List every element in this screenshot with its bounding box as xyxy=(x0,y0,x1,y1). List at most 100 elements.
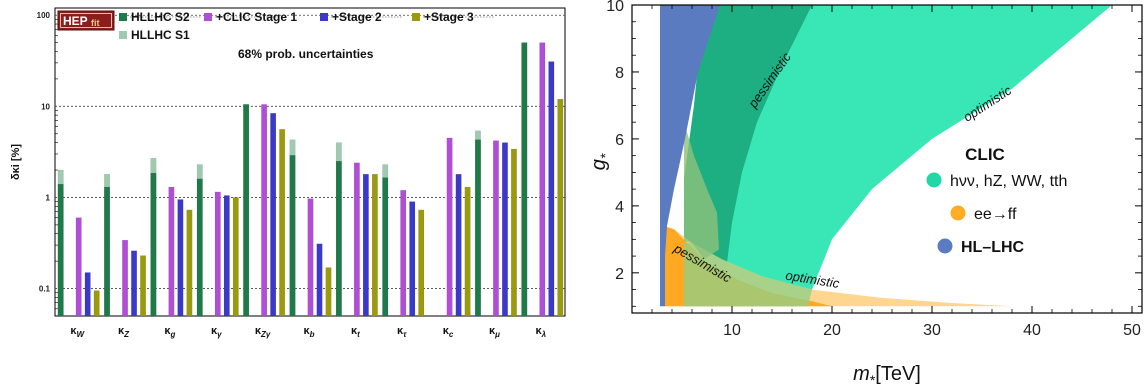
bar-hllhc-s2 xyxy=(382,177,389,317)
bar-legend: HLLHC S2 +CLIC Stage 1 +Stage 2 +Stage 3 HLL… xyxy=(119,10,494,42)
legend-label: HLLHC S1 xyxy=(131,28,190,42)
bar-stage-2 xyxy=(131,250,137,317)
bar-category-label: κb xyxy=(303,325,314,339)
legend-swatch xyxy=(119,31,127,39)
legend-label: +CLIC Stage 1 xyxy=(216,10,297,24)
bar-hllhc-s2 xyxy=(335,160,342,317)
region-legend-dot xyxy=(926,172,942,188)
bar-clic-stage-1 xyxy=(122,239,128,317)
bar-y-tick-label: 1 xyxy=(46,193,51,202)
legend-swatch xyxy=(320,13,328,21)
bar-y-tick-label: 100 xyxy=(37,11,51,20)
region-x-tick-label: 10 xyxy=(723,322,741,339)
bar-stage-2 xyxy=(502,142,508,317)
bar-category-label: κZγ xyxy=(255,325,271,339)
bar-stage-3 xyxy=(464,186,471,317)
bar-y-tick-label: 0.1 xyxy=(39,285,51,294)
bar-category-label: κγ xyxy=(211,325,222,339)
bar-y-tick-label: 10 xyxy=(41,102,50,111)
legend-swatch xyxy=(204,13,212,21)
bar-x-ticks: κW κZ κg κγ κZγ κb κt κτ κc κμ κλ xyxy=(70,325,546,339)
legend-swatch xyxy=(412,13,420,21)
logo-subtext: fit xyxy=(91,18,100,28)
bar-hllhc-s2 xyxy=(150,172,157,317)
legend-label: +Stage 3 xyxy=(424,10,474,24)
bar-stage-3 xyxy=(140,255,146,317)
bar-stage-3 xyxy=(325,267,332,317)
bar-clic-stage-1 xyxy=(214,191,221,317)
annotation-uncertainties: 68% prob. uncertainties xyxy=(238,47,374,61)
hepfit-logo: HEP fit xyxy=(57,10,115,31)
bar-category-label: κλ xyxy=(536,325,547,339)
legend-swatch xyxy=(119,13,127,21)
bar-clic-stage-1 xyxy=(168,186,175,317)
bar-stage-3 xyxy=(418,209,425,317)
region-legend-title: CLIC xyxy=(965,145,1005,164)
bar-stage-2 xyxy=(270,113,277,317)
bar-hllhc-s2 xyxy=(196,178,203,317)
region-areas xyxy=(660,5,1112,307)
region-legend-label: HL–LHC xyxy=(961,239,1025,256)
region-x-tick-label: 20 xyxy=(823,322,841,339)
bar-category-label: κZ xyxy=(118,325,130,339)
logo-box xyxy=(57,10,115,31)
bar-stage-2 xyxy=(409,201,416,317)
bar-clic-stage-1 xyxy=(493,140,499,317)
bar-clic-stage-1 xyxy=(446,137,453,317)
region-legend-label: ee→ff xyxy=(974,206,1017,223)
region-y-axis-label: g* xyxy=(588,153,613,170)
region-hl-lhc xyxy=(660,5,720,307)
bar-hllhc-s2 xyxy=(104,186,110,317)
bar-stage-2 xyxy=(223,195,230,317)
bar-stage-3 xyxy=(511,148,517,317)
bar-hllhc-s2 xyxy=(521,42,528,317)
region-legend: CLIC hνν, hZ, WW, tth ee→ff HL–LHC xyxy=(926,145,1067,256)
region-plot-frame xyxy=(631,4,1143,314)
bar-y-axis-label: δκi [%] xyxy=(10,144,22,180)
region-x-ticks: 10 20 30 40 50 xyxy=(651,5,1141,339)
bar-clic-stage-1 xyxy=(75,217,82,317)
region-y-tick-label: 4 xyxy=(615,199,624,216)
bar-hllhc-s2 xyxy=(243,104,250,317)
bar-category-label: κt xyxy=(351,325,360,339)
region-legend-label: hνν, hZ, WW, tth xyxy=(950,173,1067,190)
bar-stage-2 xyxy=(362,173,369,317)
region-overlap-clic-ee xyxy=(684,242,812,307)
region-x-tick-label: 30 xyxy=(923,322,941,339)
bar-series xyxy=(57,42,564,317)
region-y-ticks: 2 4 6 8 10 xyxy=(606,0,1142,307)
bar-category-label: κc xyxy=(443,325,454,339)
y-axis-label-text: g* xyxy=(588,153,613,170)
bar-hllhc-s2 xyxy=(57,183,64,317)
region-clic-optimistic xyxy=(684,5,1112,307)
legend-label: HLLHC S2 xyxy=(131,10,190,24)
region-legend-dot xyxy=(950,205,966,221)
region-x-tick-label: 50 xyxy=(1123,322,1141,339)
bar-chart-panel: 0.1 1 10 100 κW κZ κg κγ κZγ κb κt κτ κc κμ κλ HEP fi… xyxy=(10,7,566,339)
region-y-tick-label: 6 xyxy=(615,132,624,149)
bar-category-label: κW xyxy=(70,325,85,339)
bar-clic-stage-1 xyxy=(307,198,314,317)
logo-inner-border xyxy=(60,13,112,28)
bar-clic-stage-1 xyxy=(400,190,407,317)
x-axis-label-text: m*[TeV] xyxy=(853,363,921,388)
region-y-tick-label: 10 xyxy=(606,0,624,15)
bar-category-label: κμ xyxy=(489,325,500,339)
bar-stage-3 xyxy=(186,209,193,317)
bar-stage-2 xyxy=(548,61,555,317)
bar-stage-3 xyxy=(93,290,100,317)
region-legend-dot xyxy=(937,238,953,254)
bar-hllhc-s2 xyxy=(475,139,481,317)
region-x-axis-label: m*[TeV] xyxy=(853,363,921,388)
bar-stage-2 xyxy=(455,173,462,317)
bar-category-label: κτ xyxy=(397,325,407,339)
bar-clic-stage-1 xyxy=(353,162,360,317)
bar-clic-stage-1 xyxy=(261,104,268,317)
bar-hllhc-s2 xyxy=(289,155,296,317)
region-overlap-hllhc xyxy=(684,122,719,260)
bar-stage-3 xyxy=(371,173,378,317)
bar-stage-2 xyxy=(316,243,323,317)
legend-label: +Stage 2 xyxy=(332,10,382,24)
